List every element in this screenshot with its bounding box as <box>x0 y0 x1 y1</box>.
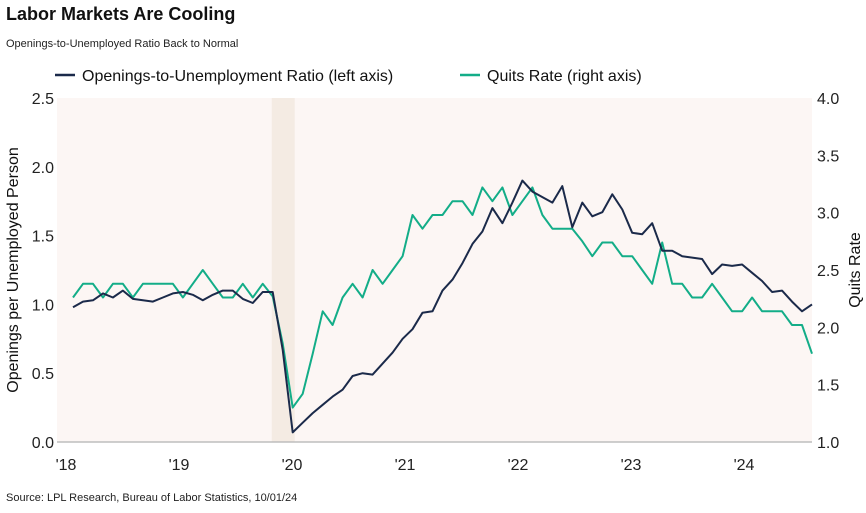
chart-title: Labor Markets Are Cooling <box>6 4 236 24</box>
y-tick-label: 2.5 <box>32 91 54 108</box>
x-axis-ticks: '18 '19 '20 '21 '22 '23 '24 <box>56 457 755 474</box>
y2-tick-label: 2.5 <box>817 263 839 280</box>
y-tick-label: 2.0 <box>32 160 54 177</box>
left-axis-title: Openings per Unemployed Person <box>5 147 22 392</box>
y2-tick-label: 4.0 <box>817 91 839 108</box>
x-tick-label: '19 <box>169 457 190 474</box>
right-axis-ticks: 1.0 1.5 2.0 2.5 3.0 3.5 4.0 <box>817 91 839 452</box>
legend-label-quits: Quits Rate (right axis) <box>487 68 642 85</box>
y2-tick-label: 3.0 <box>817 206 839 223</box>
chart-subtitle: Openings-to-Unemployed Ratio Back to Nor… <box>6 38 239 50</box>
recession-shading <box>271 98 295 442</box>
x-tick-label: '21 <box>395 457 416 474</box>
y-tick-label: 1.5 <box>32 229 54 246</box>
legend-label-ratio: Openings-to-Unemployment Ratio (left axi… <box>82 68 393 85</box>
y-tick-label: 0.0 <box>32 435 54 452</box>
x-tick-label: '23 <box>621 457 642 474</box>
legend: Openings-to-Unemployment Ratio (left axi… <box>55 68 642 85</box>
openings-ratio-line <box>72 179 813 434</box>
y2-tick-label: 2.0 <box>817 320 839 337</box>
x-tick-label: '22 <box>508 457 529 474</box>
x-tick-label: '20 <box>282 457 303 474</box>
x-tick-label: '18 <box>56 457 77 474</box>
quits-rate-line <box>72 186 813 409</box>
source-note: Source: LPL Research, Bureau of Labor St… <box>6 492 298 504</box>
y2-tick-label: 1.5 <box>817 378 839 395</box>
y2-tick-label: 1.0 <box>817 435 839 452</box>
y-tick-label: 1.0 <box>32 297 54 314</box>
right-axis-title: Quits Rate <box>847 232 864 308</box>
x-tick-label: '24 <box>734 457 755 474</box>
plot-area <box>57 98 812 442</box>
y-tick-label: 0.5 <box>32 366 54 383</box>
y2-tick-label: 3.5 <box>817 148 839 165</box>
left-axis-ticks: 0.0 0.5 1.0 1.5 2.0 2.5 <box>32 91 54 452</box>
